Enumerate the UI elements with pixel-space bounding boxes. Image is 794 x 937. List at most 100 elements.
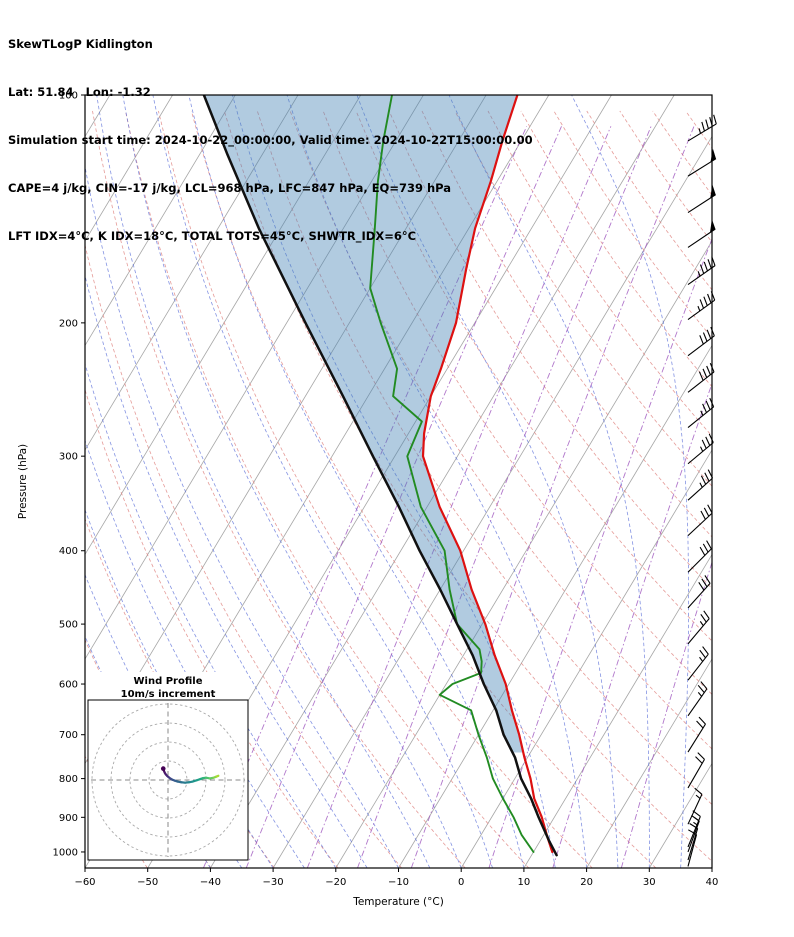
wind-barb xyxy=(687,575,711,609)
x-tick-label: −30 xyxy=(263,877,284,888)
moist-adiabat-line xyxy=(85,508,274,868)
isotherm-line xyxy=(523,553,712,868)
moist-adiabat-line xyxy=(448,95,650,868)
indices-line-2: LFT IDX=4°C, K IDX=18°C, TOTAL TOTS=45°C… xyxy=(8,229,417,243)
isotherm-line xyxy=(586,658,712,868)
mixing-ratio-line xyxy=(410,126,695,868)
wind-barb xyxy=(687,114,717,142)
mixing-ratio-line xyxy=(357,126,652,868)
isotherm-line xyxy=(85,95,424,660)
dry-adiabat-line xyxy=(92,110,466,868)
y-tick-label: 100 xyxy=(59,91,78,102)
hodograph-trace-start xyxy=(160,766,166,771)
dry-adiabat-line xyxy=(322,110,712,695)
dry-adiabat-line xyxy=(454,110,712,487)
wind-barb xyxy=(687,504,713,537)
isotherm-line xyxy=(711,867,712,868)
x-tick-label: −20 xyxy=(325,877,346,888)
wind-barb xyxy=(687,256,716,286)
time-line: Simulation start time: 2024-10-22_00:00:… xyxy=(8,133,533,147)
temperature-line xyxy=(421,95,554,854)
plot-area xyxy=(85,95,794,868)
hodograph-subtitle: 10m/s increment xyxy=(121,689,216,700)
dry-adiabat-line xyxy=(85,243,402,868)
chart-title: SkewTLogP Kidlington xyxy=(8,37,153,51)
moist-adiabat-line xyxy=(571,95,689,868)
moist-adiabat-line xyxy=(85,164,399,868)
moist-adiabat-line xyxy=(188,95,525,868)
wind-barbs xyxy=(687,114,717,867)
isotherm-line xyxy=(460,449,712,868)
isotherm-line xyxy=(85,95,236,347)
moist-adiabat-line xyxy=(356,95,619,868)
location-line: Lat: 51.84 Lon: -1.32 xyxy=(8,85,151,99)
x-tick-label: 40 xyxy=(706,877,719,888)
y-tick-label: 1000 xyxy=(53,847,78,858)
dry-adiabat-line xyxy=(223,110,712,862)
moist-adiabat-line xyxy=(286,95,587,868)
isotherm-line xyxy=(85,95,173,242)
moist-adiabat-line xyxy=(711,863,712,868)
wind-barb xyxy=(687,362,715,393)
chart-header: SkewTLogP Kidlington Lat: 51.84 Lon: -1.… xyxy=(8,4,533,276)
dry-adiabat-line xyxy=(652,110,712,196)
wind-barb xyxy=(687,681,708,717)
y-tick-label: 600 xyxy=(59,680,78,691)
x-tick-label: −50 xyxy=(137,877,158,888)
hodograph-inset: Wind Profile 10m/s increment xyxy=(87,672,249,861)
y-axis-title: Pressure (hPa) xyxy=(17,444,29,519)
x-tick-label: 10 xyxy=(518,877,531,888)
y-tick-label: 300 xyxy=(59,452,78,463)
mixing-ratio-line xyxy=(488,237,712,868)
y-tick-label: 400 xyxy=(59,546,78,557)
x-tick-label: 0 xyxy=(458,877,464,888)
isotherm-line xyxy=(648,762,712,868)
mixing-ratio-line xyxy=(245,126,562,868)
dry-adiabat-line xyxy=(553,110,712,339)
y-tick-label: 700 xyxy=(59,730,78,741)
x-tick-label: −60 xyxy=(74,877,95,888)
wind-barb xyxy=(687,148,717,177)
wind-barb xyxy=(687,291,716,321)
wind-barb xyxy=(687,326,715,357)
isotherm-line xyxy=(272,135,712,868)
dry-adiabat-line xyxy=(719,111,794,868)
x-axis-title: Temperature (°C) xyxy=(352,896,444,908)
wind-barb xyxy=(687,610,710,645)
indices-line-1: CAPE=4 j/kg, CIN=-17 j/kg, LCL=968 hPa, … xyxy=(8,181,452,195)
wind-barb xyxy=(687,469,714,501)
moist-adiabat-line xyxy=(743,95,794,868)
y-tick-label: 900 xyxy=(59,813,78,824)
moist-adiabat-line xyxy=(85,274,368,868)
negative-area-shade xyxy=(203,95,524,753)
hodograph-trace-segment xyxy=(215,774,220,778)
wind-barb xyxy=(687,752,705,789)
dry-adiabat-line xyxy=(289,110,712,750)
dry-adiabat-line xyxy=(85,388,339,868)
dry-adiabat-line xyxy=(85,517,275,868)
hodograph-ring xyxy=(110,722,226,838)
hodograph-title: Wind Profile xyxy=(134,676,203,687)
wind-barb xyxy=(687,219,716,248)
y-tick-label: 200 xyxy=(59,318,78,329)
x-tick-label: −10 xyxy=(388,877,409,888)
wind-barb xyxy=(687,646,709,681)
mixing-ratio-line xyxy=(620,560,712,868)
wind-barb xyxy=(687,397,715,428)
mixing-ratio-line xyxy=(202,126,528,868)
isotherm-line xyxy=(85,95,299,451)
moist-adiabat-line xyxy=(122,95,462,868)
wind-barb xyxy=(687,540,712,573)
y-tick-label: 800 xyxy=(59,774,78,785)
dry-adiabat-line xyxy=(752,111,794,868)
moist-adiabat-line xyxy=(96,95,431,868)
dry-adiabat-line xyxy=(586,110,712,291)
mixing-ratio-line xyxy=(552,382,712,868)
x-tick-label: 30 xyxy=(643,877,656,888)
x-tick-label: −40 xyxy=(200,877,221,888)
isotherm-line xyxy=(335,240,712,868)
wind-barb xyxy=(687,184,716,214)
